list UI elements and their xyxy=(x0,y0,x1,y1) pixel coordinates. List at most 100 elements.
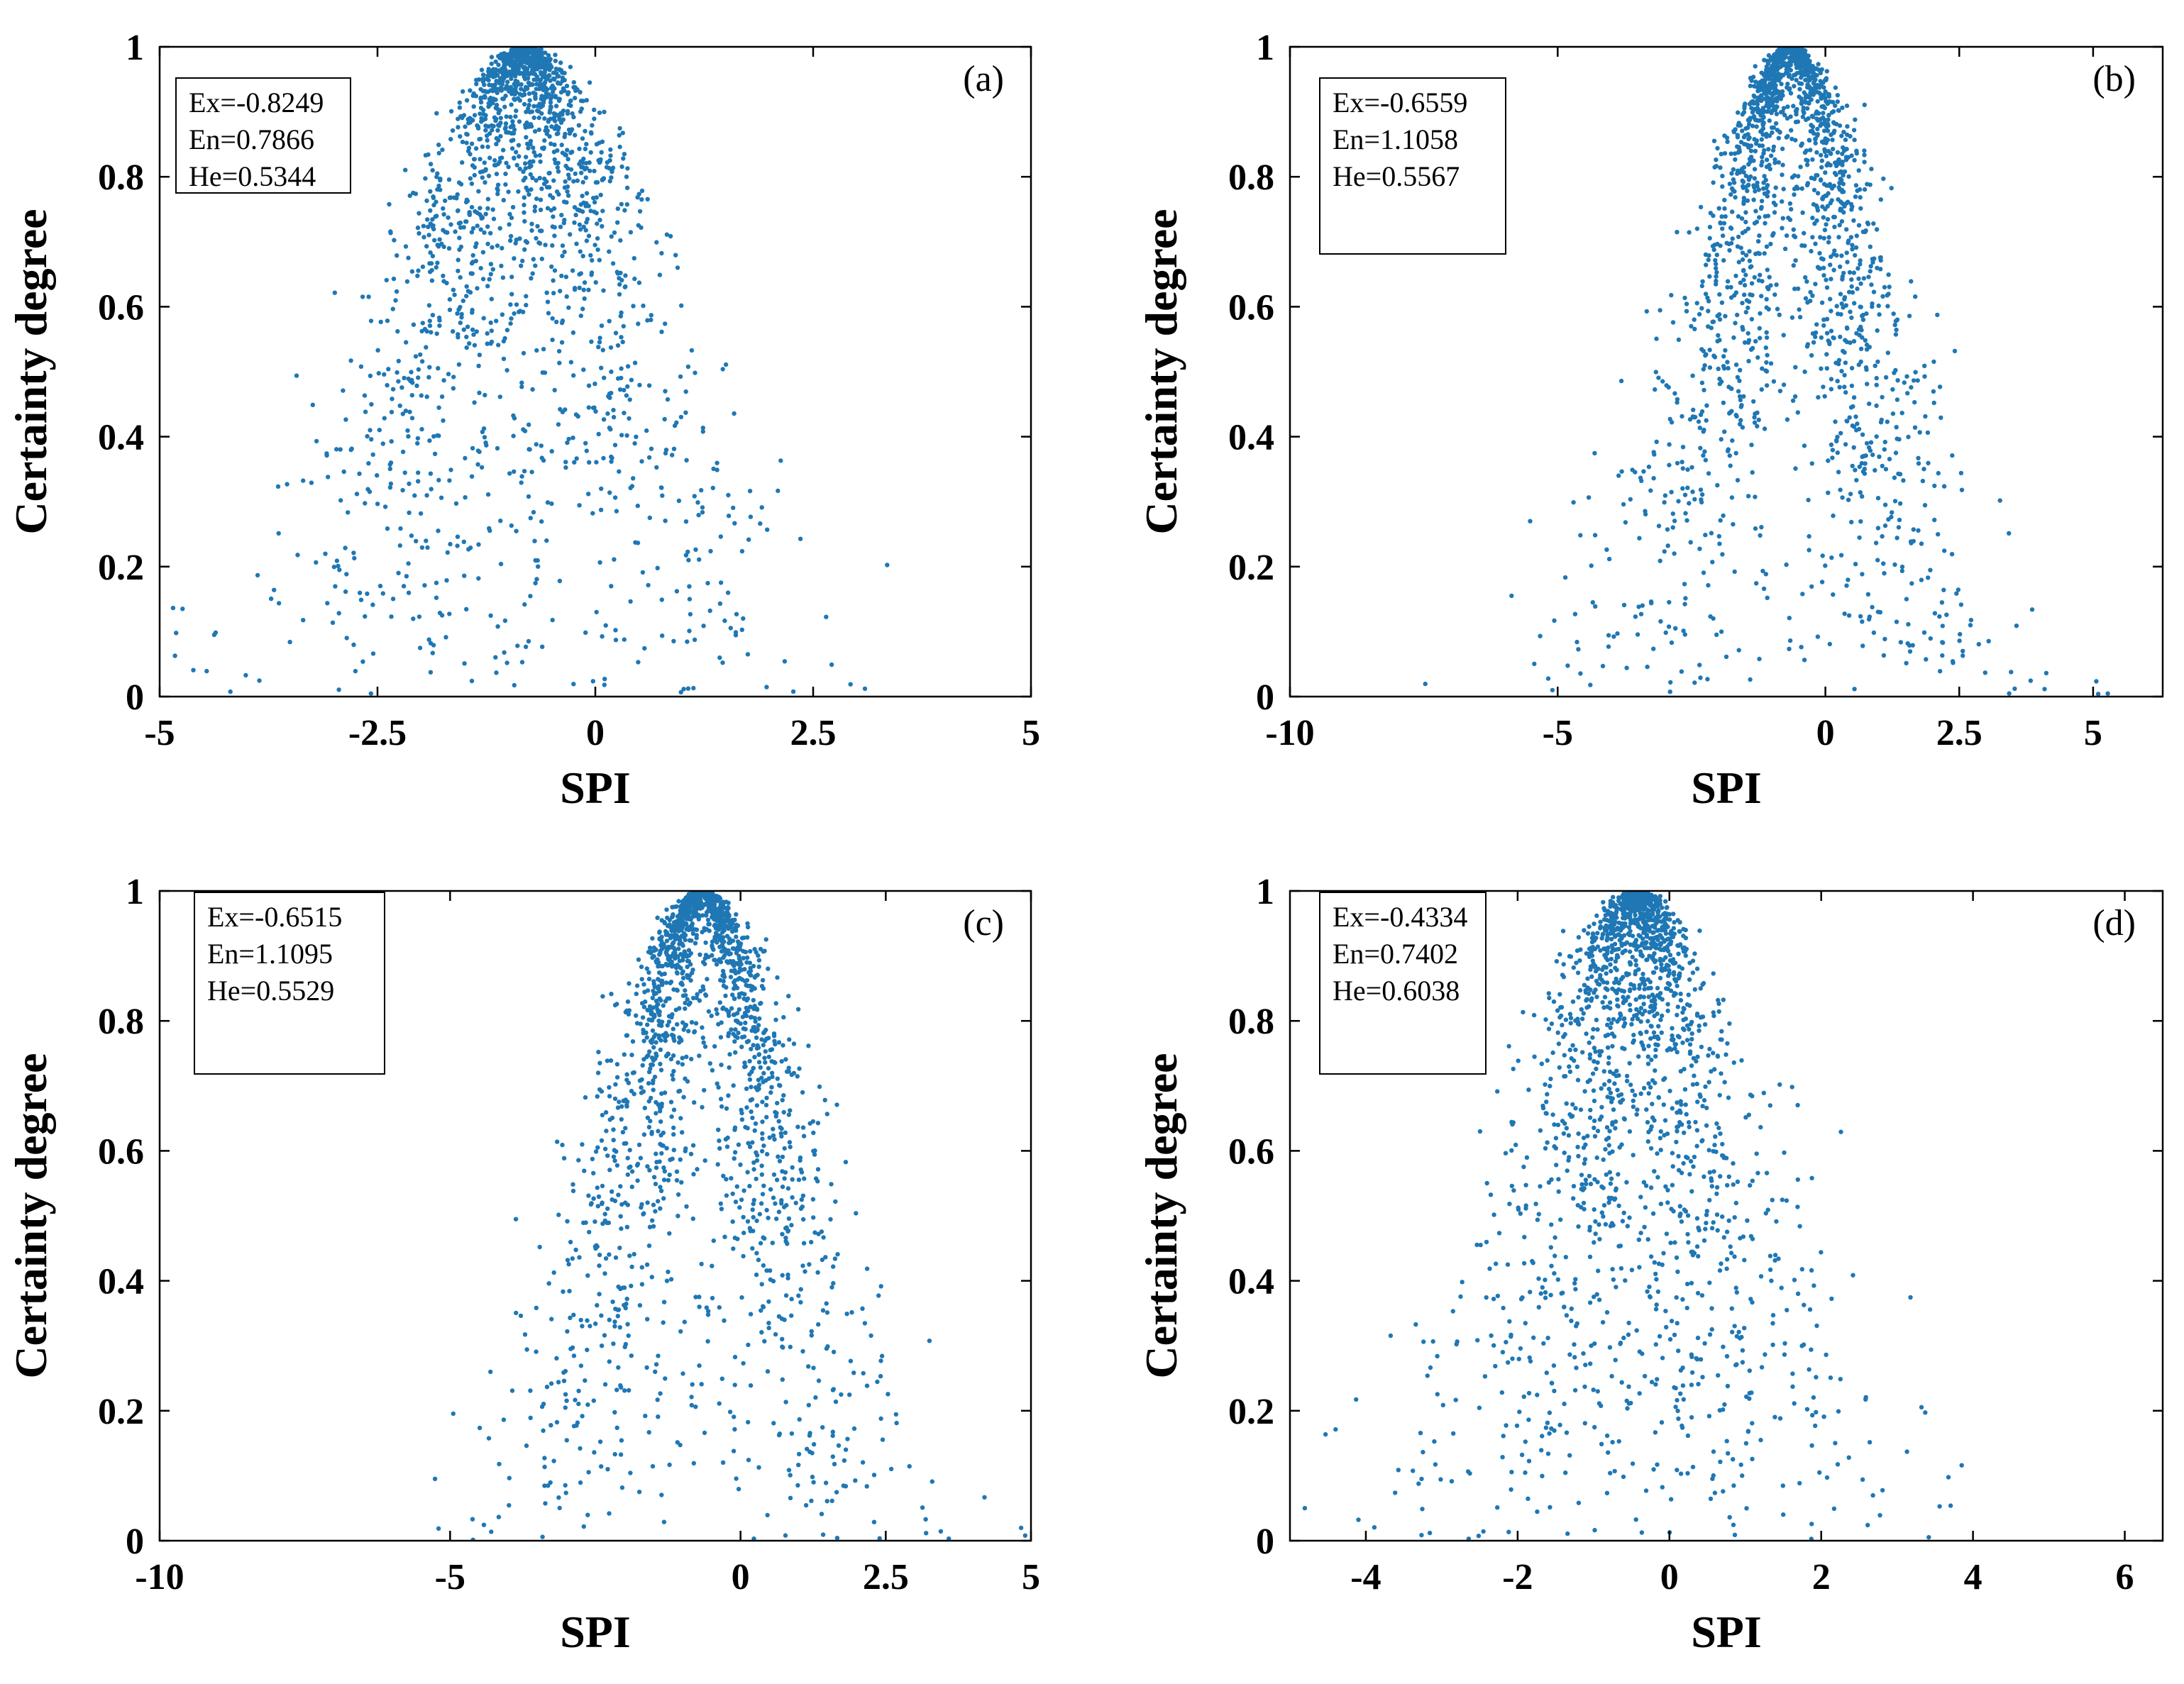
data-point xyxy=(584,142,589,147)
data-point xyxy=(1893,450,1899,455)
data-point xyxy=(742,1064,747,1070)
data-point xyxy=(1698,204,1704,210)
data-point xyxy=(600,348,605,353)
data-point xyxy=(497,226,502,231)
data-point xyxy=(502,64,507,70)
data-point xyxy=(820,1532,826,1537)
data-point xyxy=(624,1301,629,1307)
data-point xyxy=(1834,253,1839,258)
data-point xyxy=(1917,430,1922,435)
data-point xyxy=(1682,492,1688,497)
data-point xyxy=(1704,262,1709,267)
data-point xyxy=(717,655,722,660)
data-point xyxy=(378,319,383,324)
data-point xyxy=(352,555,357,561)
data-point xyxy=(1680,414,1684,419)
x-tick-label: 0 xyxy=(1816,713,1835,753)
data-point xyxy=(556,348,562,354)
data-point xyxy=(628,230,634,235)
data-point xyxy=(524,109,529,114)
data-point xyxy=(1719,214,1724,219)
data-point xyxy=(577,285,582,290)
data-point xyxy=(696,512,701,518)
data-point xyxy=(1821,128,1827,133)
data-point xyxy=(578,1317,583,1323)
data-point xyxy=(583,146,588,152)
data-point xyxy=(489,328,494,333)
data-point xyxy=(447,195,453,200)
data-point xyxy=(1822,147,1827,152)
data-point xyxy=(592,209,597,214)
data-point xyxy=(531,70,536,74)
data-point xyxy=(1804,117,1809,123)
data-point xyxy=(409,393,414,398)
data-point xyxy=(1615,631,1620,636)
data-point xyxy=(452,292,457,297)
data-point xyxy=(1733,127,1738,132)
data-point xyxy=(496,138,501,143)
data-point xyxy=(1833,419,1838,424)
data-point xyxy=(488,341,493,346)
data-point xyxy=(1760,155,1765,160)
data-point xyxy=(1829,377,1834,382)
data-point xyxy=(655,565,660,570)
data-point xyxy=(691,1461,696,1466)
data-point xyxy=(1850,247,1855,252)
data-point xyxy=(584,201,589,206)
data-point xyxy=(543,1501,548,1506)
data-point xyxy=(551,76,556,82)
data-point xyxy=(572,460,577,465)
data-point xyxy=(608,147,613,153)
data-point xyxy=(583,175,588,180)
data-point xyxy=(526,145,531,150)
data-point xyxy=(1940,653,1945,658)
data-point xyxy=(360,659,365,664)
data-point xyxy=(1571,500,1576,505)
data-point xyxy=(434,265,439,270)
data-point xyxy=(894,1420,899,1426)
data-point xyxy=(387,485,393,490)
data-point xyxy=(672,929,677,934)
data-point xyxy=(1874,403,1879,409)
data-point xyxy=(697,952,702,958)
data-point xyxy=(559,320,565,326)
data-point xyxy=(535,64,540,70)
data-point xyxy=(1899,568,1904,573)
data-point xyxy=(426,303,432,308)
data-point xyxy=(751,1167,756,1172)
data-point xyxy=(486,77,491,83)
data-point xyxy=(1856,168,1861,173)
data-point xyxy=(862,686,868,692)
data-point xyxy=(547,110,552,115)
data-point xyxy=(1753,494,1758,499)
data-point xyxy=(1867,401,1872,406)
data-point xyxy=(1667,462,1672,467)
data-point xyxy=(632,360,638,365)
data-point xyxy=(1707,274,1712,279)
data-point xyxy=(809,1239,814,1245)
data-point xyxy=(530,82,535,87)
data-point xyxy=(1718,220,1723,226)
data-point xyxy=(1803,77,1808,83)
data-point xyxy=(1780,172,1785,177)
data-point xyxy=(1764,297,1769,301)
data-point xyxy=(1885,350,1890,355)
data-point xyxy=(357,590,363,595)
data-point xyxy=(1781,106,1787,111)
data-point xyxy=(659,918,664,923)
data-point xyxy=(1825,128,1831,133)
data-point xyxy=(617,469,622,474)
data-point xyxy=(1658,558,1662,563)
data-point xyxy=(1839,218,1845,224)
data-point xyxy=(455,192,460,197)
data-point xyxy=(1849,383,1855,389)
data-point xyxy=(367,489,373,494)
data-point xyxy=(659,250,664,256)
data-point xyxy=(2044,670,2049,676)
data-point xyxy=(760,1192,766,1197)
data-point xyxy=(1818,92,1823,96)
data-point xyxy=(571,84,576,90)
data-point xyxy=(1699,409,1705,414)
data-point xyxy=(515,62,520,67)
data-point xyxy=(1831,513,1836,519)
